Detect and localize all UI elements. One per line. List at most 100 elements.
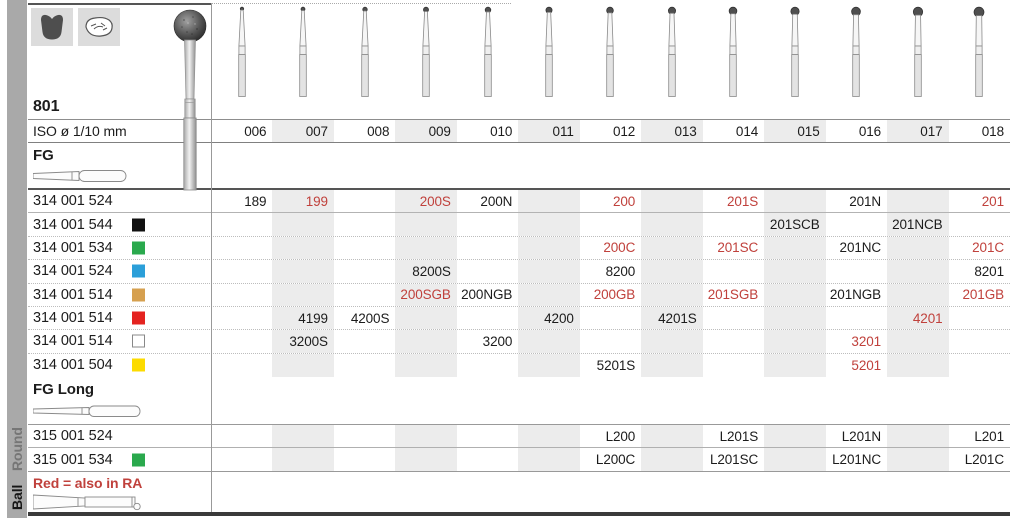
fg-long-product-rows: 315 001 524 L200 L201S L201N L201 315 001 534… [28,425,1010,472]
product-number-cell [887,425,949,447]
product-number: L201SC [709,452,759,467]
product-number: 201NC [839,240,882,256]
product-number-cell [764,306,826,330]
red-note-text: Red = also in RA [33,475,143,491]
product-number-cell [641,425,703,447]
product-number-cell [272,353,334,377]
product-number-cell: 200N [457,190,518,212]
grit-color-square-yellow [132,358,145,372]
product-number-cell [334,448,395,471]
product-code: 314 001 504 [28,354,211,377]
product-number: 3201 [851,333,882,349]
fg-long-shank-icon [32,403,143,424]
product-number-cell [211,448,272,471]
product-number-cell: 201 [949,190,1010,212]
product-number: L201 [974,428,1004,444]
product-number-cell [703,307,764,329]
big-bur-photo [162,5,218,196]
top-bur-illustration [272,0,333,119]
top-border [28,3,211,5]
grit-color-square-blue [132,264,145,278]
product-code: 315 001 534 [28,448,211,471]
product-number-cell [764,448,826,471]
product-number: 200C [603,240,636,256]
product-code: 315 001 524 [33,428,113,444]
product-row: 315 001 534 L200C L201SC L201NC L201C [28,448,1010,471]
product-number-cell [518,448,580,471]
crown-prep-icon [31,8,73,46]
product-number: L201N [841,428,882,444]
product-number-cell [641,213,703,236]
size-column-header: 011 [518,120,580,142]
bottom-border [28,512,1010,516]
size-column-header: 016 [858,123,882,139]
product-number-cell [334,425,395,447]
product-number-cell: L201S [703,425,764,447]
product-number-cell [334,213,395,235]
product-number: 201NGB [829,287,882,303]
size-column-header: 014 [735,123,759,139]
product-number-cell [887,353,949,377]
product-number-cell [395,330,457,353]
top-bur-illustration [764,0,825,119]
product-number-cell [703,260,764,282]
product-number-cell [395,448,457,471]
product-number: 4201S [658,310,697,326]
product-number: 201N [849,193,882,209]
top-bur-illustration [457,0,518,119]
product-number-cell: 201C [949,237,1010,259]
product-number: 5201S [596,357,636,373]
size-column-header: 013 [641,120,703,142]
product-row: 314 001 544 201SCB 201NCB [28,213,1010,237]
product-number-cell [518,260,580,283]
size-column-header: 015 [764,120,826,142]
product-number: L200C [595,452,636,467]
product-number: 201SCB [769,217,820,233]
product-number-cell [518,330,580,353]
product-number: 201GB [962,287,1004,303]
product-number-cell [703,354,764,377]
product-number-cell [457,425,518,447]
product-number-cell: 200C [580,237,641,259]
product-number-cell [518,283,580,306]
product-number-cell [334,284,395,306]
top-bur-illustration [580,0,641,119]
product-number: 5201 [851,357,882,373]
size-column-header: 018 [981,123,1004,139]
product-number-cell [272,260,334,283]
product-number-cell: 201SCB [764,213,826,236]
grit-color-square-green [132,453,145,466]
product-number-cell: 201GB [949,284,1010,306]
grit-color-square-black [132,218,145,232]
product-number-cell [641,283,703,306]
product-number-cell [641,330,703,353]
product-number-cell: L201 [949,425,1010,447]
product-number: 201C [972,240,1004,256]
product-number-cell [272,425,334,447]
product-code: 314 001 524 [33,193,113,210]
product-number-cell [641,190,703,213]
product-code: 314 001 524 [28,260,211,282]
product-number: 4201 [912,310,943,326]
product-number-cell: 200NGB [457,284,518,306]
product-number-cell: 4200 [518,306,580,330]
product-number-cell [826,260,887,282]
bur-illustration-header: 801 [28,0,1010,191]
grit-color-square-white [132,334,145,348]
top-bur-illustration [887,0,948,119]
sidebar-group-label: Round [9,427,25,471]
product-number-cell: L200C [580,448,641,471]
section-header-fg: FG [28,143,1010,190]
product-number-cell [272,448,334,471]
product-number-cell [641,448,703,471]
product-number-cell [826,307,887,329]
product-number-cell [457,213,518,235]
product-row: 314 001 524 189 199 200S 200N 200 201S 201N 201 [28,190,1010,214]
product-number-cell: 200GB [580,284,641,306]
product-number-cell [272,283,334,306]
product-number-cell [518,353,580,377]
product-number-cell [641,353,703,377]
product-number-cell [518,190,580,213]
product-number-cell [395,425,457,447]
product-number-cell [272,236,334,260]
